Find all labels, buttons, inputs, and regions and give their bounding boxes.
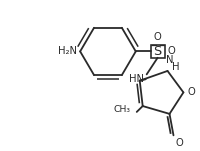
Text: O: O — [175, 138, 182, 148]
Text: HN: HN — [128, 74, 143, 84]
Text: S: S — [153, 45, 161, 58]
Text: H: H — [171, 62, 178, 72]
Text: O: O — [153, 32, 161, 42]
Text: N: N — [165, 55, 172, 65]
Text: O: O — [167, 46, 174, 56]
Text: O: O — [186, 87, 194, 97]
Text: CH₃: CH₃ — [113, 105, 130, 114]
Text: H₂N: H₂N — [58, 46, 77, 56]
